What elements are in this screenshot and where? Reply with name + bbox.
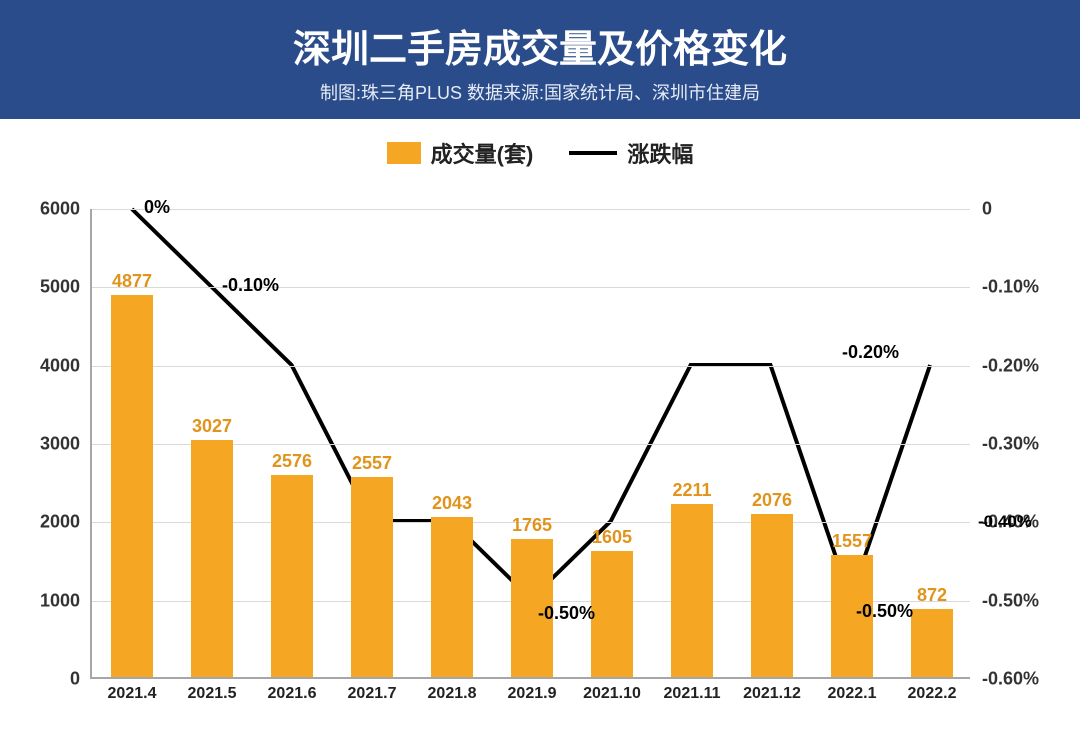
bar-value-label: 1765 — [512, 515, 552, 536]
bar: 4877 — [111, 295, 153, 677]
chart-title: 深圳二手房成交量及价格变化 — [0, 18, 1080, 73]
y-right-tick: -0.60% — [970, 669, 1039, 690]
y-right-tick: -0.30% — [970, 434, 1039, 455]
y-left-tick: 0 — [70, 669, 92, 690]
legend-bar-label: 成交量(套) — [431, 137, 534, 169]
bar-value-label: 2076 — [752, 490, 792, 511]
y-right-tick: -0.20% — [970, 355, 1039, 376]
legend: 成交量(套) 涨跌幅 — [0, 119, 1080, 179]
legend-bar: 成交量(套) — [387, 137, 534, 169]
y-right-tick: -0.10% — [970, 277, 1039, 298]
line-side-label: -0.40% — [978, 512, 1032, 532]
legend-line-swatch — [569, 151, 617, 155]
legend-line: 涨跌幅 — [569, 137, 693, 169]
bar: 2076 — [751, 514, 793, 677]
x-tick: 2021.10 — [583, 677, 641, 703]
y-left-tick: 1000 — [40, 590, 92, 611]
line-value-label: -0.20% — [842, 342, 899, 363]
y-left-tick: 3000 — [40, 434, 92, 455]
bar-value-label: 1557 — [832, 531, 872, 552]
bar-value-label: 2557 — [352, 453, 392, 474]
x-tick: 2021.7 — [348, 677, 397, 703]
line-value-label: 0% — [144, 197, 170, 218]
bar-value-label: 4877 — [112, 271, 152, 292]
bar: 2557 — [351, 477, 393, 677]
gridline — [92, 209, 970, 210]
x-tick: 2021.4 — [108, 677, 157, 703]
x-tick: 2021.9 — [508, 677, 557, 703]
bar-value-label: 872 — [917, 585, 947, 606]
chart-subtitle: 制图:珠三角PLUS 数据来源:国家统计局、深圳市住建局 — [0, 79, 1080, 105]
y-left-tick: 6000 — [40, 199, 92, 220]
x-tick: 2021.12 — [743, 677, 801, 703]
x-tick: 2021.6 — [268, 677, 317, 703]
bar-value-label: 2576 — [272, 451, 312, 472]
gridline — [92, 366, 970, 367]
bar-value-label: 3027 — [192, 416, 232, 437]
x-tick: 2021.8 — [428, 677, 477, 703]
bar-value-label: 2211 — [672, 480, 711, 501]
chart-header: 深圳二手房成交量及价格变化 制图:珠三角PLUS 数据来源:国家统计局、深圳市住… — [0, 0, 1080, 119]
bar: 2576 — [271, 475, 313, 677]
bar-value-label: 2043 — [432, 493, 472, 514]
line-value-label: -0.50% — [538, 603, 595, 624]
x-tick: 2022.1 — [828, 677, 877, 703]
x-tick: 2021.11 — [664, 677, 721, 703]
y-left-tick: 2000 — [40, 512, 92, 533]
bar: 1605 — [591, 551, 633, 677]
bar: 2211 — [671, 504, 713, 677]
x-tick: 2022.2 — [908, 677, 957, 703]
line-value-label: -0.50% — [856, 601, 913, 622]
bar: 872 — [911, 609, 953, 677]
line-value-label: -0.10% — [222, 275, 279, 296]
legend-line-label: 涨跌幅 — [627, 137, 693, 169]
bar: 3027 — [191, 440, 233, 677]
chart-area: 0 1000 2000 3000 4000 5000 6000 0 -0.10% -0.20% -0… — [0, 179, 1080, 739]
bar: 2043 — [431, 517, 473, 677]
x-tick: 2021.5 — [188, 677, 237, 703]
legend-bar-swatch — [387, 142, 421, 164]
y-left-tick: 4000 — [40, 355, 92, 376]
y-left-tick: 5000 — [40, 277, 92, 298]
plot-area: 01000200030004000500060000-0.10%-0.20%-0… — [90, 209, 970, 679]
y-right-tick: -0.50% — [970, 590, 1039, 611]
y-right-tick: 0 — [970, 199, 992, 220]
bar-value-label: 1605 — [592, 527, 632, 548]
